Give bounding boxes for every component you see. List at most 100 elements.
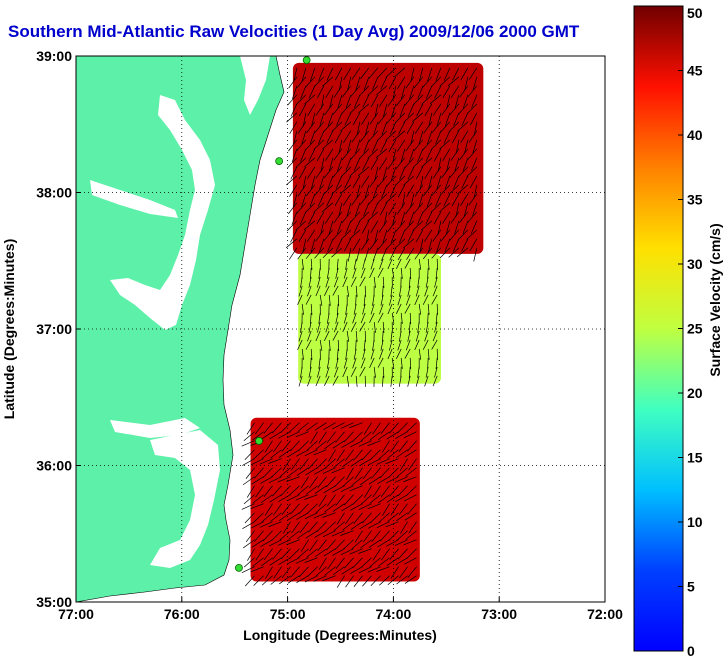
velocity-arrow	[318, 557, 327, 570]
velocity-arrow	[417, 148, 424, 162]
velocity-arrow	[298, 330, 303, 342]
velocity-arrow	[305, 139, 316, 151]
velocity-arrow	[253, 449, 264, 460]
velocity-arrow	[340, 121, 352, 132]
velocity-arrow	[390, 503, 399, 516]
velocity-arrow	[363, 339, 366, 351]
velocity-arrow	[394, 112, 406, 124]
velocity-arrow	[355, 339, 357, 351]
velocity-arrow	[356, 247, 361, 262]
velocity-arrow	[373, 276, 376, 288]
velocity-arrow	[273, 566, 282, 579]
velocity-arrow	[382, 321, 385, 333]
velocity-arrow	[281, 566, 291, 579]
velocity-arrow	[418, 258, 422, 270]
velocity-arrow	[292, 85, 298, 100]
velocity-arrow	[296, 575, 309, 584]
velocity-arrow	[396, 258, 402, 269]
velocity-arrow	[417, 366, 420, 378]
velocity-arrow	[392, 211, 397, 226]
velocity-arrow	[278, 512, 291, 522]
velocity-arrow	[336, 575, 345, 588]
velocity-arrow	[362, 575, 372, 587]
velocity-arrow	[364, 121, 370, 136]
velocity-arrow	[306, 229, 316, 242]
velocity-arrow	[243, 557, 255, 568]
velocity-arrow	[397, 339, 402, 351]
velocity-arrow	[315, 166, 325, 179]
velocity-arrow	[426, 193, 433, 208]
velocity-arrow	[323, 229, 334, 241]
velocity-arrow	[407, 375, 411, 387]
velocity-arrow	[353, 348, 357, 360]
velocity-arrow	[333, 366, 339, 378]
velocity-arrow	[417, 211, 424, 225]
velocity-arrow	[388, 139, 397, 153]
velocity-arrow	[328, 157, 334, 172]
velocity-arrow	[449, 166, 460, 178]
velocity-arrow	[331, 121, 343, 132]
velocity-arrow	[395, 94, 406, 107]
velocity-arrow	[359, 85, 370, 97]
velocity-arrow	[418, 303, 422, 315]
velocity-arrow	[394, 175, 406, 186]
velocity-arrow	[305, 467, 318, 476]
velocity-arrow	[351, 193, 361, 206]
velocity-arrow	[370, 449, 381, 460]
velocity-arrow	[382, 229, 388, 244]
velocity-arrow	[442, 211, 451, 224]
velocity-arrow	[416, 103, 424, 117]
velocity-arrow	[323, 548, 336, 557]
velocity-arrow	[341, 103, 352, 115]
x-axis-ticks: 77:00 76:00 75:00 74:00 73:00 72:00	[58, 597, 623, 622]
velocity-arrow	[315, 566, 327, 577]
velocity-arrow	[333, 148, 343, 161]
velocity-arrow	[255, 548, 264, 561]
velocity-arrow	[333, 521, 345, 531]
velocity-arrow	[387, 303, 393, 315]
velocity-arrow	[321, 202, 334, 213]
velocity-arrow	[337, 220, 343, 235]
velocity-arrow	[422, 247, 433, 260]
velocity-arrow	[349, 103, 361, 114]
velocity-arrow	[417, 85, 424, 100]
velocity-arrow	[263, 422, 273, 434]
velocity-arrow	[362, 303, 366, 315]
velocity-arrow	[298, 503, 309, 515]
velocity-arrow	[269, 494, 282, 503]
velocity-arrow	[377, 476, 390, 485]
velocity-arrow	[314, 530, 327, 538]
velocity-arrow	[332, 440, 345, 449]
x-tick-label: 76:00	[164, 606, 200, 622]
velocity-arrow	[352, 357, 357, 369]
velocity-arrow	[376, 521, 390, 528]
velocity-arrow	[425, 85, 433, 99]
velocity-arrow	[350, 503, 363, 511]
velocity-arrow	[379, 530, 390, 542]
velocity-arrow	[409, 85, 415, 100]
velocity-arrow	[370, 303, 375, 315]
velocity-arrow	[379, 303, 384, 315]
velocity-arrow	[346, 202, 352, 217]
velocity-arrow	[359, 321, 366, 332]
velocity-arrow	[260, 431, 273, 440]
velocity-arrow	[369, 494, 381, 504]
velocity-arrow	[334, 130, 343, 144]
velocity-arrow	[405, 76, 415, 89]
velocity-arrow	[374, 103, 379, 118]
velocity-arrow	[444, 238, 451, 253]
velocity-arrow	[336, 112, 343, 126]
velocity-arrow	[347, 76, 352, 91]
velocity-arrow	[469, 238, 478, 252]
velocity-arrow	[406, 121, 415, 135]
x-tick-label: 72:00	[587, 606, 623, 622]
velocity-arrow	[322, 76, 334, 87]
velocity-arrow	[341, 211, 352, 223]
velocity-arrow	[352, 112, 361, 126]
velocity-arrow	[377, 67, 388, 79]
velocity-arrow	[336, 303, 339, 315]
velocity-arrow	[308, 148, 316, 162]
colorbar-ticks: 0 5 10 15 20 25 30 35 40 45 50	[678, 5, 703, 659]
velocity-arrow	[395, 557, 408, 566]
velocity-arrow	[341, 440, 354, 449]
